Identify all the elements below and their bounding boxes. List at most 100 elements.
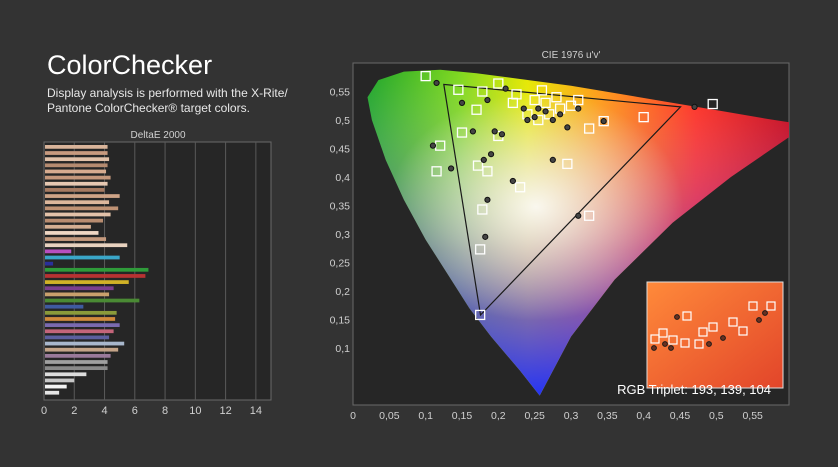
inset-target-square	[682, 311, 692, 321]
cie-chromaticity-chart: CIE 1976 u'v' 0 0,05 0,1 0,15 0,2 0,25 0,3 0,35…	[330, 50, 790, 422]
inset-target-square	[680, 338, 690, 348]
measured-point	[484, 196, 491, 203]
deltae-bar	[45, 255, 120, 260]
target-square	[475, 244, 486, 255]
deltae-bar	[45, 145, 108, 149]
cie-y-tick-label: 0,5	[335, 115, 350, 127]
inset-target-square	[708, 322, 718, 332]
deltae-bar	[45, 341, 125, 346]
deltae-bar	[45, 304, 84, 309]
target-square	[456, 127, 468, 138]
inset-target-square	[668, 335, 678, 345]
deltae-bar	[45, 378, 75, 383]
deltae-bar	[45, 224, 91, 229]
measured-point	[433, 79, 440, 87]
target-square	[493, 78, 504, 89]
deltae-x-tick-label: 6	[132, 405, 138, 417]
cie-y-tick-label: 0,15	[330, 315, 351, 327]
deltae-bar	[45, 366, 108, 371]
deltae-bar	[45, 335, 110, 340]
measured-point	[691, 103, 698, 110]
deltae-bar	[45, 372, 87, 377]
deltae-bar	[45, 347, 119, 352]
deltae-bar	[45, 200, 110, 205]
cie-y-tick-label: 0,1	[335, 343, 350, 355]
cie-x-tick-label: 0,05	[379, 410, 400, 422]
measured-point	[575, 212, 582, 219]
cie-x-tick-label: 0,45	[670, 410, 691, 422]
deltae-bar	[45, 360, 108, 364]
measured-point	[575, 105, 582, 112]
target-square	[471, 104, 482, 115]
cie-y-tick-label: 0,35	[330, 201, 351, 213]
measured-point	[509, 177, 516, 185]
inset-target-square	[694, 339, 704, 349]
measured-point	[480, 156, 487, 164]
deltae-bar	[45, 329, 114, 334]
cie-y-tick-label: 0,4	[335, 172, 350, 184]
target-square	[707, 98, 718, 110]
deltae-bar	[45, 298, 140, 303]
inset-target-square	[738, 326, 748, 336]
deltae-chart-title: DeltaE 2000	[130, 130, 185, 141]
inset-target-square	[650, 334, 660, 344]
target-square	[482, 166, 493, 177]
page-title: ColorChecker	[47, 50, 213, 80]
deltae-bar	[45, 181, 108, 186]
inset-target-square	[698, 327, 708, 337]
inset-target-square	[658, 328, 668, 338]
measured-point	[520, 105, 527, 112]
deltae-bar	[45, 188, 105, 192]
deltae-bar	[45, 267, 149, 272]
inset-measured-point	[756, 317, 762, 323]
measured-point	[557, 111, 564, 118]
cie-x-tick-label: 0,15	[452, 410, 473, 422]
deltae-bar	[45, 194, 120, 198]
target-square	[514, 182, 526, 193]
deltae-bar	[45, 261, 54, 266]
deltae-bar	[45, 218, 104, 223]
deltae-bar	[45, 323, 120, 327]
inset-measured-point	[762, 310, 768, 316]
target-square	[477, 204, 488, 215]
deltae-x-tick-label: 12	[219, 405, 231, 417]
measured-point	[458, 99, 466, 107]
measured-point	[487, 151, 495, 158]
deltae-bar	[45, 280, 129, 284]
gamut-triangle	[443, 83, 682, 317]
target-square	[431, 166, 442, 177]
deltae-x-tick-label: 14	[250, 405, 262, 417]
inset-measured-point	[674, 314, 680, 320]
deltae-bar	[45, 243, 128, 248]
target-square	[536, 85, 548, 96]
measured-point	[482, 233, 489, 240]
target-square	[551, 92, 562, 103]
deltae-bar	[45, 292, 110, 297]
rgb-triplet-label: RGB Triplet: 193, 139, 104	[617, 382, 771, 397]
inset-target-square	[748, 301, 758, 311]
target-square	[420, 70, 431, 82]
deltae-bar-chart: DeltaE 2000 0 2 4 6 8 10 12 14	[41, 130, 272, 417]
deltae-bar	[45, 384, 67, 389]
deltae-bar	[45, 151, 108, 155]
target-square	[453, 84, 464, 95]
deltae-bar	[45, 390, 60, 395]
cie-y-tick-label: 0,3	[335, 229, 350, 241]
measured-point	[549, 116, 556, 124]
deltae-bar	[45, 353, 111, 358]
target-square	[638, 112, 649, 123]
measured-point	[549, 156, 556, 164]
target-square	[584, 210, 595, 221]
page-subtitle: Display analysis is performed with the X…	[47, 86, 288, 115]
inset-measured-point	[706, 341, 712, 347]
measured-point	[498, 131, 506, 138]
target-square	[472, 160, 484, 171]
cie-x-tick-label: 0,3	[564, 410, 579, 422]
cie-x-tick-label: 0,5	[709, 410, 724, 422]
measured-point	[564, 124, 571, 131]
cie-y-tick-label: 0,2	[335, 286, 350, 298]
measured-point	[502, 85, 509, 92]
measured-point	[429, 142, 437, 149]
zoom-inset	[646, 281, 784, 389]
target-square	[507, 97, 519, 109]
